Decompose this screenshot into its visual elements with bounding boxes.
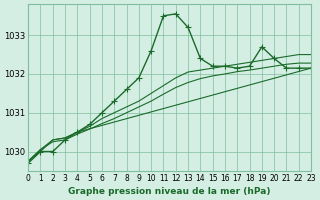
X-axis label: Graphe pression niveau de la mer (hPa): Graphe pression niveau de la mer (hPa) (68, 187, 271, 196)
